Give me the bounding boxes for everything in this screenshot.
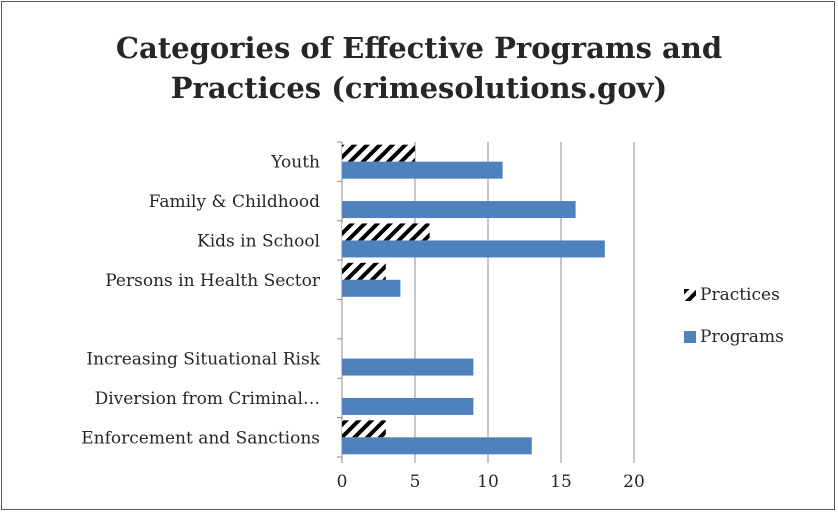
category-label-0: Youth [270, 153, 320, 173]
chart-title: Categories of Effective Programs and Pra… [0, 28, 838, 108]
bar-practices-2 [342, 223, 430, 241]
legend-label-programs: Programs [700, 327, 784, 347]
x-tick-label-3: 15 [550, 472, 572, 492]
category-label-7: Enforcement and Sanctions [81, 428, 320, 448]
chart-title-line-1: Categories of Effective Programs and [115, 31, 723, 65]
bar-programs-1 [342, 201, 576, 219]
legend-swatch-programs [684, 331, 696, 343]
bar-practices-7 [342, 420, 386, 438]
bar-practices-0 [342, 144, 415, 162]
legend-item-practices: Practices [684, 284, 784, 306]
legend-swatch-practices [684, 289, 696, 301]
bar-programs-7 [342, 437, 532, 455]
category-label-1: Family & Childhood [149, 192, 320, 212]
bar-programs-2 [342, 240, 605, 258]
legend: Practices Programs [684, 284, 784, 368]
legend-label-practices: Practices [700, 285, 780, 305]
category-label-3: Persons in Health Sector [105, 271, 321, 291]
bar-practices-3 [342, 262, 386, 280]
x-tick-label-1: 5 [410, 472, 421, 492]
category-label-5: Increasing Situational Risk [86, 350, 320, 370]
x-tick-label-4: 20 [623, 472, 645, 492]
category-label-6: Diversion from Criminal… [95, 389, 320, 409]
category-label-2: Kids in School [197, 231, 320, 251]
chart-title-line-2: Practices (crimesolutions.gov) [170, 71, 668, 105]
bar-programs-3 [342, 279, 401, 297]
bar-programs-5 [342, 358, 474, 376]
x-tick-label-2: 10 [477, 472, 499, 492]
x-tick-label-0: 0 [337, 472, 348, 492]
bar-programs-0 [342, 161, 503, 179]
bar-programs-6 [342, 397, 474, 415]
legend-item-programs: Programs [684, 326, 784, 348]
